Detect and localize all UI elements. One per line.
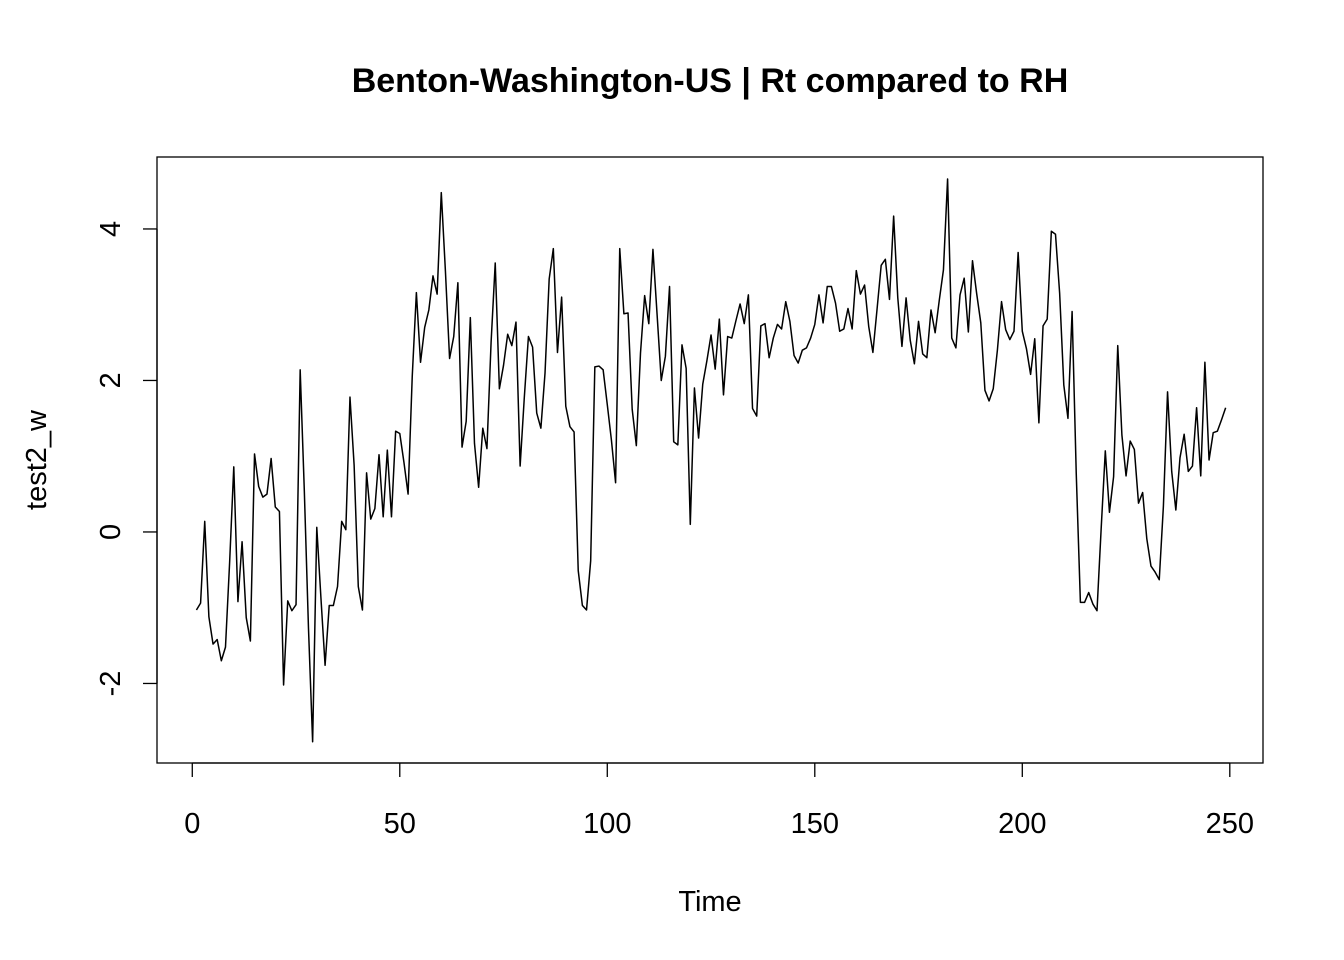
- plot-frame: [156, 156, 1264, 764]
- y-axis-label: test2_w: [21, 409, 53, 510]
- chart-title: Benton-Washington-US | Rt compared to RH: [352, 62, 1069, 100]
- y-tick-label: 2: [95, 372, 127, 388]
- y-tick-label: 4: [95, 221, 127, 237]
- x-tick-label: 250: [1206, 808, 1254, 840]
- x-tick-label: 150: [791, 808, 839, 840]
- x-tick-label: 100: [583, 808, 631, 840]
- x-axis: 0 50 100 150 200 250: [184, 762, 1254, 840]
- series-line: [195, 178, 1227, 743]
- x-tick-label: 200: [998, 808, 1046, 840]
- x-tick-label: 50: [384, 808, 416, 840]
- y-tick-label: -2: [95, 671, 127, 697]
- y-tick-label: 0: [95, 524, 127, 540]
- y-axis: -2 0 2 4: [95, 221, 158, 697]
- x-tick-label: 0: [184, 808, 200, 840]
- x-axis-label: Time: [678, 886, 741, 918]
